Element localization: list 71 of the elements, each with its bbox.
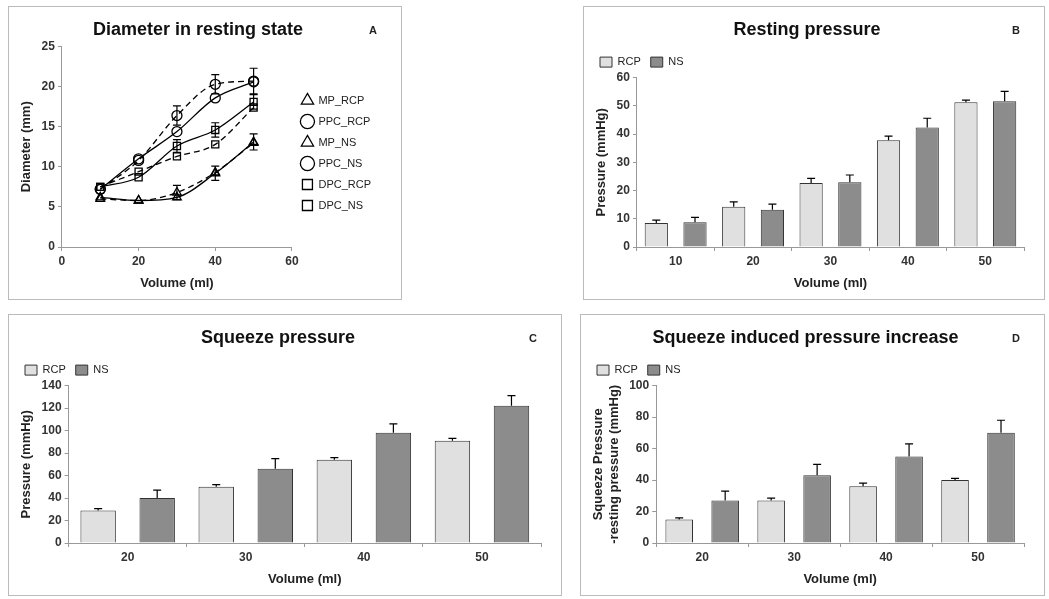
y-tick-label: 140 — [41, 377, 62, 392]
x-axis-title: Volume (ml) — [793, 274, 868, 290]
x-tick-label: 30 — [787, 549, 802, 564]
x-tick-label: 30 — [239, 549, 253, 564]
chart-title: Squeeze pressure — [200, 326, 356, 347]
y-axis-title: Squeeze Pressure -resting pressure (mmHg) — [590, 384, 621, 544]
legend-label: RCP — [42, 363, 66, 376]
legend-label: NS — [93, 363, 109, 376]
y-tick-label: 100 — [629, 377, 650, 392]
y-axis-title: Pressure (mmHg) — [593, 108, 609, 217]
chart-title: Resting pressure — [733, 18, 881, 39]
x-tick-label: 40 — [208, 253, 223, 268]
y-tick-label: 10 — [616, 211, 631, 226]
x-axis-title: Volume (ml) — [803, 570, 877, 586]
x-tick-label: 20 — [746, 253, 761, 268]
x-tick-label: 30 — [823, 253, 838, 268]
legend-label: PPC_NS — [318, 156, 363, 169]
y-tick-label: 80 — [48, 445, 62, 460]
y-tick-label: 60 — [616, 69, 631, 84]
y-tick-label: 10 — [41, 159, 56, 174]
chart-title: Diameter in resting state — [92, 18, 304, 39]
y-tick-label: 20 — [616, 182, 631, 197]
legend-label: MP_RCP — [318, 93, 365, 106]
chart-title: Squeeze induced pressure increase — [652, 326, 959, 347]
text: B — [1012, 23, 1021, 36]
y-tick-label: 100 — [41, 422, 62, 437]
text: C — [529, 331, 538, 344]
y-tick-label: 20 — [48, 512, 62, 527]
y-tick-label: 20 — [635, 503, 650, 518]
y-tick-label: 40 — [48, 490, 62, 505]
y-tick-label: 120 — [41, 400, 62, 415]
x-tick-label: 40 — [901, 253, 915, 268]
x-tick-label: 50 — [475, 549, 489, 564]
y-tick-label: 60 — [48, 467, 62, 482]
legend-label: RCP — [617, 55, 641, 68]
y-tick-label: 40 — [616, 126, 631, 141]
y-tick-label: 0 — [623, 239, 631, 254]
x-axis-title: Volume (ml) — [268, 570, 342, 586]
y-axis-title: Diameter (mm) — [18, 101, 34, 193]
x-tick-label: 20 — [695, 549, 710, 564]
x-tick-label: 40 — [357, 549, 371, 564]
y-tick-label: 30 — [616, 154, 631, 169]
x-tick-label: 50 — [978, 253, 993, 268]
y-tick-label: 0 — [54, 535, 62, 550]
x-tick-label: 10 — [668, 253, 683, 268]
x-axis-title: Volume (ml) — [140, 274, 214, 290]
x-tick-label: 20 — [120, 549, 135, 564]
y-tick-label: 50 — [616, 98, 631, 113]
x-tick-label: 50 — [971, 549, 986, 564]
y-tick-label: 0 — [48, 239, 56, 254]
text: A — [369, 23, 378, 36]
y-tick-label: 80 — [635, 409, 650, 424]
legend-label: MP_NS — [318, 135, 357, 148]
y-axis-title: Pressure (mmHg) — [18, 410, 34, 519]
y-tick-label: 15 — [41, 119, 56, 134]
text: D — [1012, 331, 1021, 344]
y-tick-label: 5 — [48, 199, 56, 214]
x-tick-label: 60 — [285, 253, 299, 268]
y-tick-label: 60 — [635, 440, 650, 455]
legend-label: DPC_NS — [318, 198, 364, 211]
y-tick-label: 25 — [41, 38, 56, 53]
legend-label: NS — [665, 363, 681, 376]
legend-label: DPC_RCP — [318, 177, 372, 190]
legend-label: PPC_RCP — [318, 114, 371, 127]
x-tick-label: 40 — [879, 549, 894, 564]
x-tick-label: 20 — [131, 253, 146, 268]
legend-label: RCP — [614, 363, 638, 376]
y-tick-label: 0 — [642, 535, 650, 550]
y-tick-label: 40 — [635, 472, 650, 487]
legend-label: NS — [668, 55, 684, 68]
y-tick-label: 20 — [41, 78, 56, 93]
